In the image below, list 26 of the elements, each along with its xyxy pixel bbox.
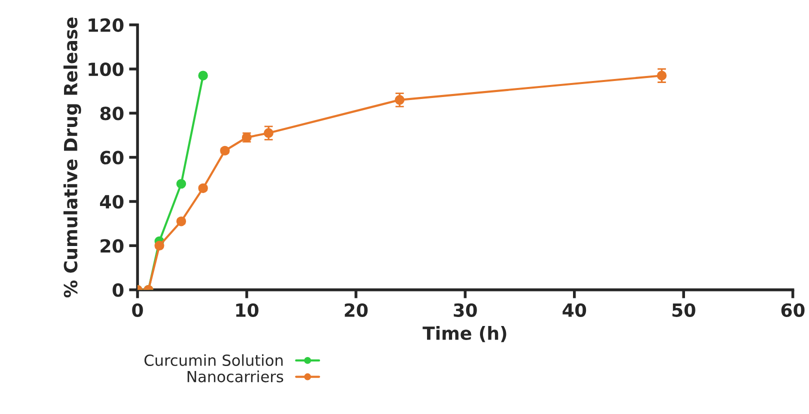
y-tick-label: 60 <box>100 150 124 164</box>
x-tick-label: 20 <box>344 303 368 317</box>
point <box>220 146 230 156</box>
legend-label: Curcumin Solution <box>144 354 283 366</box>
y-tick-label: 100 <box>88 62 124 76</box>
point <box>394 95 405 105</box>
point <box>198 70 208 80</box>
point <box>264 128 274 138</box>
point <box>176 216 186 226</box>
y-tick-label: 40 <box>100 194 124 209</box>
x-tick-label: 60 <box>781 303 805 317</box>
x-tick-label: 0 <box>132 303 143 317</box>
point <box>656 70 667 80</box>
x-tick-label: 30 <box>454 303 477 317</box>
point <box>154 240 164 250</box>
y-tick-label: 0 <box>112 283 124 297</box>
x-tick-label: 50 <box>672 303 696 317</box>
x-axis-title: Time (h) <box>422 326 506 342</box>
legend-label: Nanocarriers <box>188 370 284 382</box>
y-tick-label: 20 <box>100 239 124 253</box>
y-axis-title: % Cumulative Drug Release <box>63 18 82 298</box>
y-tick-label: 120 <box>88 18 124 32</box>
x-tick-label: 40 <box>562 303 586 317</box>
y-tick-label: 80 <box>100 106 124 120</box>
x-tick-label: 10 <box>236 303 258 317</box>
point <box>176 178 186 189</box>
